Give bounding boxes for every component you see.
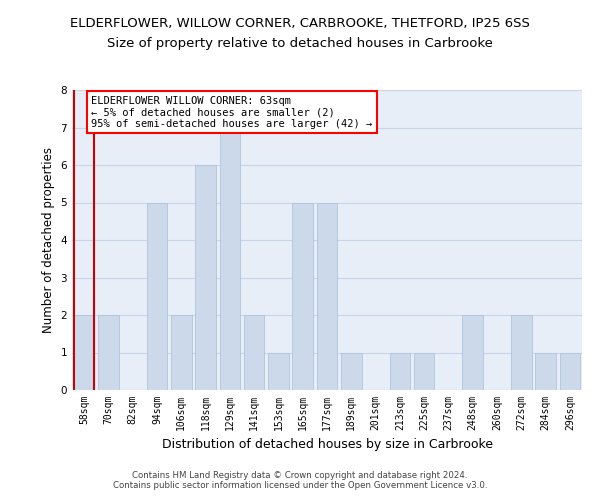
Bar (74, 315, 94, 390)
X-axis label: Distribution of detached houses by size in Carbrooke: Distribution of detached houses by size … (161, 438, 493, 452)
Text: Contains HM Land Registry data © Crown copyright and database right 2024.
Contai: Contains HM Land Registry data © Crown c… (113, 470, 487, 490)
Bar (341, 352, 362, 390)
Text: ELDERFLOWER WILLOW CORNER: 63sqm
← 5% of detached houses are smaller (2)
95% of : ELDERFLOWER WILLOW CORNER: 63sqm ← 5% of… (91, 96, 373, 129)
Bar (220, 128, 240, 390)
Bar (292, 202, 313, 390)
Bar (244, 315, 265, 390)
Bar (195, 165, 216, 390)
Text: Size of property relative to detached houses in Carbrooke: Size of property relative to detached ho… (107, 38, 493, 51)
Text: ELDERFLOWER, WILLOW CORNER, CARBROOKE, THETFORD, IP25 6SS: ELDERFLOWER, WILLOW CORNER, CARBROOKE, T… (70, 18, 530, 30)
Bar (414, 352, 434, 390)
Bar (389, 352, 410, 390)
Bar (171, 315, 191, 390)
Y-axis label: Number of detached properties: Number of detached properties (42, 147, 55, 333)
Bar (463, 315, 483, 390)
Bar (560, 352, 580, 390)
Bar (511, 315, 532, 390)
Bar (268, 352, 289, 390)
Bar (98, 315, 119, 390)
Bar (535, 352, 556, 390)
Bar (317, 202, 337, 390)
Bar (146, 202, 167, 390)
